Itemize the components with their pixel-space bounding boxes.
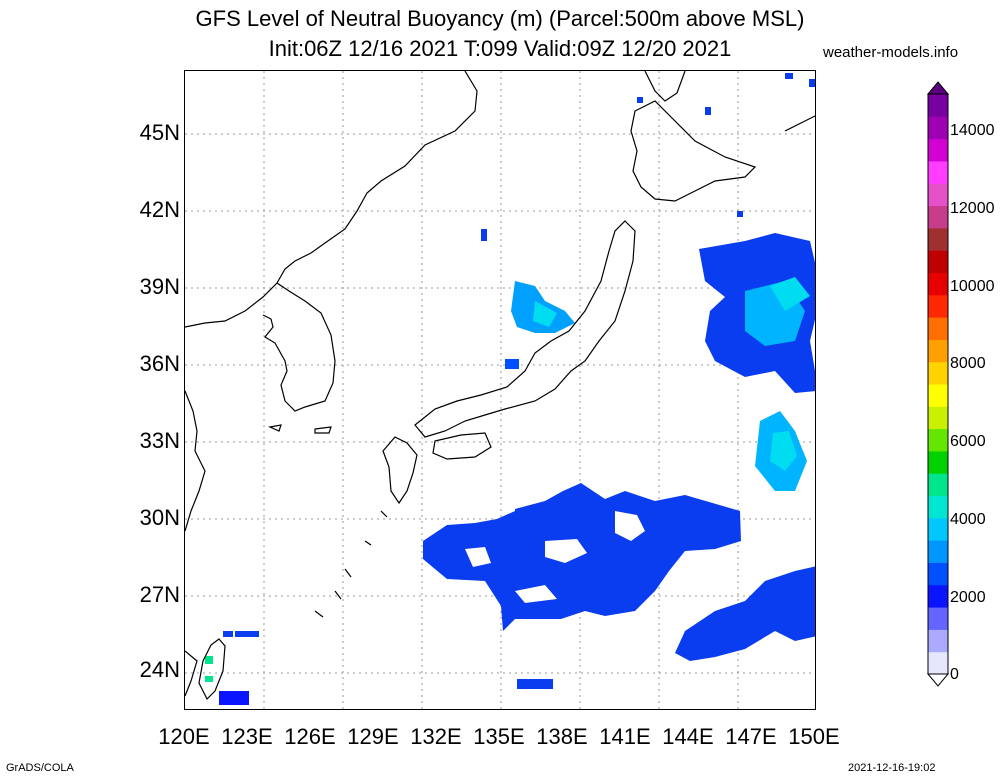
lon-label: 150E bbox=[788, 724, 840, 749]
colorbar-segment bbox=[928, 584, 948, 608]
colorbar-label: 10000 bbox=[950, 278, 995, 295]
colorbar-segment bbox=[928, 294, 948, 318]
lat-label: 30N bbox=[139, 505, 180, 530]
colorbar-segment bbox=[928, 450, 948, 474]
colorbar-segment bbox=[928, 517, 948, 541]
map-svg bbox=[185, 71, 815, 709]
colorbar-label: 12000 bbox=[950, 200, 995, 217]
colorbar-segment bbox=[928, 205, 948, 229]
buoyancy-field bbox=[205, 73, 815, 705]
lat-label: 45N bbox=[139, 120, 180, 145]
colorbar-segment bbox=[928, 317, 948, 340]
colorbar-segment bbox=[928, 428, 948, 452]
lat-label: 27N bbox=[139, 582, 180, 607]
lon-label: 126E bbox=[284, 724, 336, 749]
lon-label: 123E bbox=[221, 724, 273, 749]
colorbar-top-triangle bbox=[926, 81, 950, 95]
colorbar-segment bbox=[928, 495, 948, 519]
lon-label: 144E bbox=[662, 724, 714, 749]
colorbar-segment bbox=[928, 473, 948, 497]
grid-lines bbox=[185, 71, 815, 709]
footer-timestamp: 2021-12-16-19:02 bbox=[848, 762, 936, 774]
colorbar-segment bbox=[928, 160, 948, 184]
colorbar bbox=[926, 81, 950, 687]
lon-label: 147E bbox=[725, 724, 777, 749]
colorbar-segment bbox=[928, 138, 948, 162]
colorbar-segment bbox=[928, 607, 948, 630]
colorbar-label: 4000 bbox=[950, 511, 986, 528]
lon-label: 120E bbox=[158, 724, 210, 749]
colorbar-segment bbox=[928, 94, 948, 117]
colorbar-label: 14000 bbox=[950, 122, 995, 139]
colorbar-segment bbox=[928, 384, 948, 407]
colorbar-label: 6000 bbox=[950, 433, 986, 450]
colorbar-segment bbox=[928, 272, 948, 296]
colorbar-segment bbox=[928, 227, 948, 251]
lon-label: 141E bbox=[599, 724, 651, 749]
source-site: weather-models.info bbox=[823, 44, 959, 61]
colorbar-segments bbox=[928, 94, 948, 675]
colorbar-label: 8000 bbox=[950, 355, 986, 372]
colorbar-segment bbox=[928, 116, 948, 140]
colorbar-segment bbox=[928, 406, 948, 430]
colorbar-segment bbox=[928, 629, 948, 653]
colorbar-segment bbox=[928, 562, 948, 586]
map-panel bbox=[184, 70, 816, 710]
coastlines bbox=[185, 71, 815, 701]
colorbar-frame bbox=[927, 93, 949, 675]
lon-label: 129E bbox=[347, 724, 399, 749]
lon-label: 132E bbox=[410, 724, 462, 749]
colorbar-segment bbox=[928, 540, 948, 563]
colorbar-segment bbox=[928, 339, 948, 363]
lat-label: 24N bbox=[139, 657, 180, 682]
colorbar-segment bbox=[928, 651, 948, 675]
lat-label: 33N bbox=[139, 428, 180, 453]
chart-title: GFS Level of Neutral Buoyancy (m) (Parce… bbox=[195, 6, 805, 31]
lat-label: 39N bbox=[139, 274, 180, 299]
footer-credit: GrADS/COLA bbox=[6, 762, 74, 774]
lon-label: 138E bbox=[536, 724, 588, 749]
colorbar-label: 2000 bbox=[950, 589, 986, 606]
colorbar-segment bbox=[928, 250, 948, 273]
chart-subtitle: Init:06Z 12/16 2021 T:099 Valid:09Z 12/2… bbox=[268, 36, 732, 61]
lat-label: 36N bbox=[139, 351, 180, 376]
colorbar-bottom-triangle bbox=[926, 673, 950, 687]
colorbar-segment bbox=[928, 183, 948, 207]
lat-label: 42N bbox=[139, 197, 180, 222]
colorbar-label: 0 bbox=[950, 666, 959, 683]
colorbar-segment bbox=[928, 361, 948, 385]
lon-label: 135E bbox=[473, 724, 525, 749]
